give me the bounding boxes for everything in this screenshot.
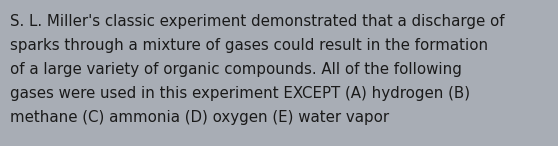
Text: gases were used in this experiment EXCEPT (A) hydrogen (B): gases were used in this experiment EXCEP… bbox=[10, 86, 470, 101]
Text: S. L. Miller's classic experiment demonstrated that a discharge of: S. L. Miller's classic experiment demons… bbox=[10, 14, 504, 29]
Text: of a large variety of organic compounds. All of the following: of a large variety of organic compounds.… bbox=[10, 62, 462, 77]
Text: methane (C) ammonia (D) oxygen (E) water vapor: methane (C) ammonia (D) oxygen (E) water… bbox=[10, 110, 389, 125]
Text: sparks through a mixture of gases could result in the formation: sparks through a mixture of gases could … bbox=[10, 38, 488, 53]
